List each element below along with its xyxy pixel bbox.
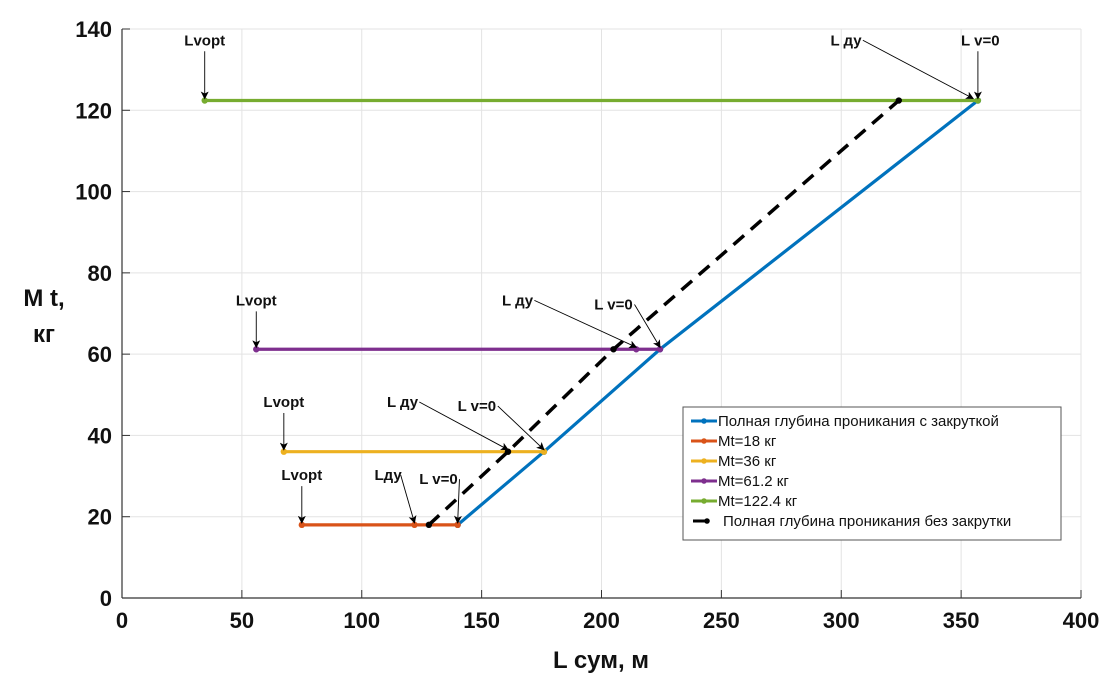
annotation-label: L v=0	[594, 296, 633, 313]
legend-marker	[701, 418, 707, 424]
annotation-label: L v=0	[961, 32, 1000, 49]
series-point-5	[895, 97, 902, 104]
tick-labels: 0 50 100 150 200 250 300 350 400 0 20 40 60 80 100 120 1…	[75, 17, 1099, 633]
y-tick-label: 20	[88, 505, 112, 530]
y-tick-label: 0	[100, 586, 112, 611]
legend-entry-label: Полная глубина проникания с закруткой	[718, 413, 999, 430]
y-tick-label: 140	[75, 17, 112, 42]
annotation-label: L ду	[502, 292, 534, 309]
annotation-label: L v=0	[458, 398, 497, 415]
legend-entry-label: Mt=18 кг	[718, 433, 777, 450]
annotation-arrow	[862, 39, 974, 99]
legend-entry-label: Полная глубина проникания без закрутки	[723, 513, 1011, 530]
x-axis-label: L сум, м	[553, 647, 649, 674]
annotation-label: Lvopt	[236, 292, 277, 309]
legend-marker	[701, 438, 707, 444]
series-group	[201, 97, 982, 529]
y-tick-label: 120	[75, 98, 112, 123]
legend-entry-label: Mt=122.4 кг	[718, 493, 798, 510]
legend-marker	[704, 518, 710, 524]
annotation-arrow	[419, 401, 509, 451]
x-tick-label: 0	[116, 608, 128, 633]
x-tick-label: 350	[943, 608, 980, 633]
annotation-label: L ду	[387, 394, 419, 411]
legend-marker	[701, 498, 707, 504]
series-line-5	[427, 99, 900, 527]
annotation-arrow	[634, 304, 661, 349]
annotation-arrow	[497, 405, 545, 451]
x-tick-label: 250	[703, 608, 740, 633]
legend-marker	[701, 458, 707, 464]
x-tick-label: 300	[823, 608, 860, 633]
y-axis-label-line1: M t,	[23, 285, 64, 312]
annotation-label: Lду	[375, 467, 403, 484]
x-tick-label: 200	[583, 608, 620, 633]
x-tick-label: 400	[1063, 608, 1100, 633]
y-axis-label-line2: кг	[33, 321, 55, 348]
series-point-5	[425, 521, 433, 529]
annotation-label: Lvopt	[263, 394, 304, 411]
legend-entry-label: Mt=61.2 кг	[718, 473, 789, 490]
annotations: Lvopt L ду L v=0 Lvopt L ду L v=0 Lvopt L ду L v…	[184, 32, 1000, 524]
y-tick-label: 80	[88, 261, 112, 286]
y-tick-label: 100	[75, 180, 112, 205]
x-tick-label: 100	[343, 608, 380, 633]
series-line-0	[456, 99, 979, 527]
x-tick-label: 150	[463, 608, 500, 633]
annotation-arrow	[453, 479, 462, 524]
legend-box	[682, 406, 1062, 541]
annotation-label: Lvopt	[281, 467, 322, 484]
series-point-5	[610, 346, 617, 353]
legend: Полная глубина проникания с закруткой Mt=…	[682, 406, 1062, 541]
annotation-arrow	[400, 475, 417, 524]
annotation-label: Lvopt	[184, 32, 225, 49]
legend-entry-label: Mt=36 кг	[718, 453, 777, 470]
axes	[121, 28, 1082, 599]
grid	[121, 28, 1082, 599]
y-tick-label: 60	[88, 342, 112, 367]
annotation-label: L v=0	[419, 471, 458, 488]
annotation-label: L ду	[830, 32, 862, 49]
x-tick-label: 50	[230, 608, 254, 633]
y-tick-label: 40	[88, 423, 112, 448]
legend-marker	[701, 478, 707, 484]
annotation-arrow	[534, 299, 638, 348]
